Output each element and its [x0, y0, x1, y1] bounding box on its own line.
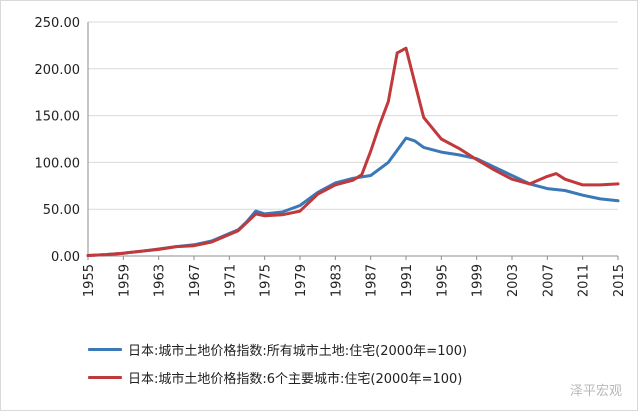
x-tick-label: 2015 [612, 264, 627, 297]
legend-item-all-cities: 日本:城市土地价格指数:所有城市土地:住宅(2000年=100) [88, 335, 467, 363]
y-tick-label: 250.00 [35, 16, 81, 31]
x-tick-label: 1979 [294, 264, 309, 297]
y-tick-label: 100.00 [35, 156, 81, 171]
x-tick-label: 1999 [471, 264, 486, 297]
x-tick-label: 1975 [259, 264, 274, 297]
x-tick-label: 1967 [188, 264, 203, 297]
legend-label: 日本:城市土地价格指数:6个主要城市:住宅(2000年=100) [128, 371, 463, 387]
legend-swatch [88, 347, 122, 351]
x-tick-label: 1987 [365, 264, 380, 297]
series-group [86, 46, 620, 257]
x-axis: 1955 1959 1963 1967 1971 1975 1979 1983 1987 1991… [82, 255, 627, 297]
x-tick-label: 1971 [223, 264, 238, 297]
y-tick-label: 150.00 [35, 110, 81, 125]
x-tick-label: 2007 [541, 264, 556, 297]
grid-lines [88, 21, 618, 257]
watermark-text: 泽平宏观 [569, 384, 622, 399]
legend-label: 日本:城市土地价格指数:所有城市土地:住宅(2000年=100) [128, 343, 468, 359]
legend: 日本:城市土地价格指数:所有城市土地:住宅(2000年=100) 日本:城市土地… [88, 335, 467, 391]
series-line-six-cities [86, 46, 620, 257]
x-tick-label: 2003 [506, 264, 521, 297]
x-tick-label: 1955 [82, 264, 97, 297]
x-tick-label: 1983 [329, 264, 344, 297]
x-tick-label: 1995 [435, 264, 450, 297]
y-tick-label: 50.00 [43, 203, 80, 218]
y-tick-label: 0.00 [51, 250, 80, 265]
y-axis: 0.00 50.00 100.00 150.00 200.00 250.00 [35, 16, 89, 265]
x-tick-label: 1959 [117, 264, 132, 297]
legend-swatch [88, 375, 122, 379]
series-line-all-cities [86, 136, 620, 257]
y-tick-label: 200.00 [35, 63, 81, 78]
x-tick-label: 1963 [153, 264, 168, 297]
legend-item-six-cities: 日本:城市土地价格指数:6个主要城市:住宅(2000年=100) [88, 363, 467, 391]
x-tick-label: 2011 [577, 264, 592, 297]
x-tick-label: 1991 [400, 264, 415, 297]
